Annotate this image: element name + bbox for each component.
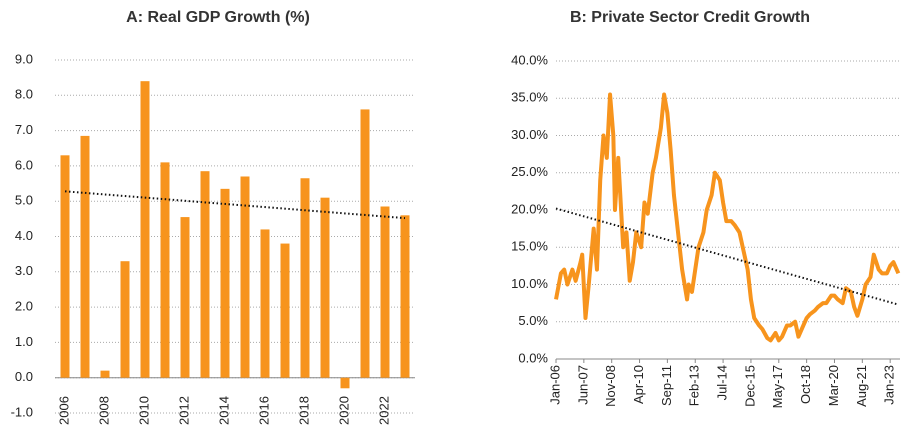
y-tick-label: 30.0% — [511, 127, 548, 142]
bar — [220, 188, 230, 378]
y-tick-label: 5.0% — [518, 313, 548, 328]
bar — [360, 109, 370, 378]
x-tick-label: Sep-11 — [659, 365, 674, 406]
bar — [400, 215, 410, 378]
x-tick-label: 2014 — [216, 396, 231, 425]
y-tick-label: 25.0% — [511, 164, 548, 179]
y-tick-label: 5.0 — [15, 193, 33, 208]
y-tick-label: 6.0 — [15, 157, 33, 172]
bar — [240, 176, 250, 378]
y-tick-label: 9.0 — [15, 51, 33, 66]
y-tick-label: 10.0% — [511, 276, 548, 291]
bar — [340, 377, 350, 389]
line — [554, 92, 901, 343]
y-tick-label: 2.0 — [15, 299, 33, 314]
x-tick-label: May-17 — [770, 365, 785, 408]
y-tick-label: 7.0 — [15, 122, 33, 137]
x-tick-label: 2012 — [176, 396, 191, 425]
x-tick-label: Jan-06 — [547, 365, 562, 405]
y-tick-label: -1.0 — [11, 404, 33, 419]
bar — [260, 229, 270, 378]
x-tick-label: Mar-20 — [826, 365, 841, 406]
y-tick-label: 35.0% — [511, 90, 548, 105]
x-tick-label: 2008 — [96, 396, 111, 425]
x-tick-label: Feb-13 — [687, 365, 702, 406]
y-tick-label: 4.0 — [15, 228, 33, 243]
x-tick-label: 2010 — [136, 396, 151, 425]
x-tick-label: Oct-18 — [798, 365, 813, 404]
bar — [140, 81, 150, 378]
x-tick-label: 2022 — [376, 396, 391, 425]
x-tick-label: 2016 — [256, 396, 271, 425]
x-tick-label: 2018 — [296, 396, 311, 425]
y-tick-label: 1.0 — [15, 334, 33, 349]
x-tick-label: Aug-21 — [854, 365, 869, 407]
bar — [280, 243, 290, 378]
bar — [380, 206, 390, 378]
trend-line — [555, 207, 899, 306]
x-tick-label: Jan-23 — [882, 365, 897, 405]
y-tick-label: 0.0 — [15, 369, 33, 384]
trend-line — [64, 190, 406, 220]
bar — [160, 162, 170, 378]
y-tick-label: 3.0 — [15, 263, 33, 278]
bar — [300, 178, 310, 378]
x-tick-label: Jun-07 — [575, 365, 590, 405]
chart-title: A: Real GDP Growth (%) — [126, 9, 310, 26]
bar — [320, 197, 330, 378]
y-tick-label: 0.0% — [518, 350, 548, 365]
x-tick-label: Nov-08 — [603, 365, 618, 407]
chart-title: B: Private Sector Credit Growth — [570, 9, 810, 26]
y-tick-label: 40.0% — [511, 52, 548, 67]
bar — [180, 217, 190, 378]
x-tick-label: 2020 — [336, 396, 351, 425]
x-tick-label: 2006 — [56, 396, 71, 425]
bar — [120, 261, 130, 378]
bar — [60, 155, 70, 378]
x-tick-label: Jul-14 — [715, 365, 730, 400]
y-tick-label: 8.0 — [15, 87, 33, 102]
x-tick-label: Dec-15 — [742, 365, 757, 407]
y-tick-label: 20.0% — [511, 201, 548, 216]
bar — [200, 171, 210, 378]
bar — [100, 370, 110, 378]
bar — [80, 135, 90, 378]
x-tick-label: Apr-10 — [631, 365, 646, 404]
y-tick-label: 15.0% — [511, 239, 548, 254]
